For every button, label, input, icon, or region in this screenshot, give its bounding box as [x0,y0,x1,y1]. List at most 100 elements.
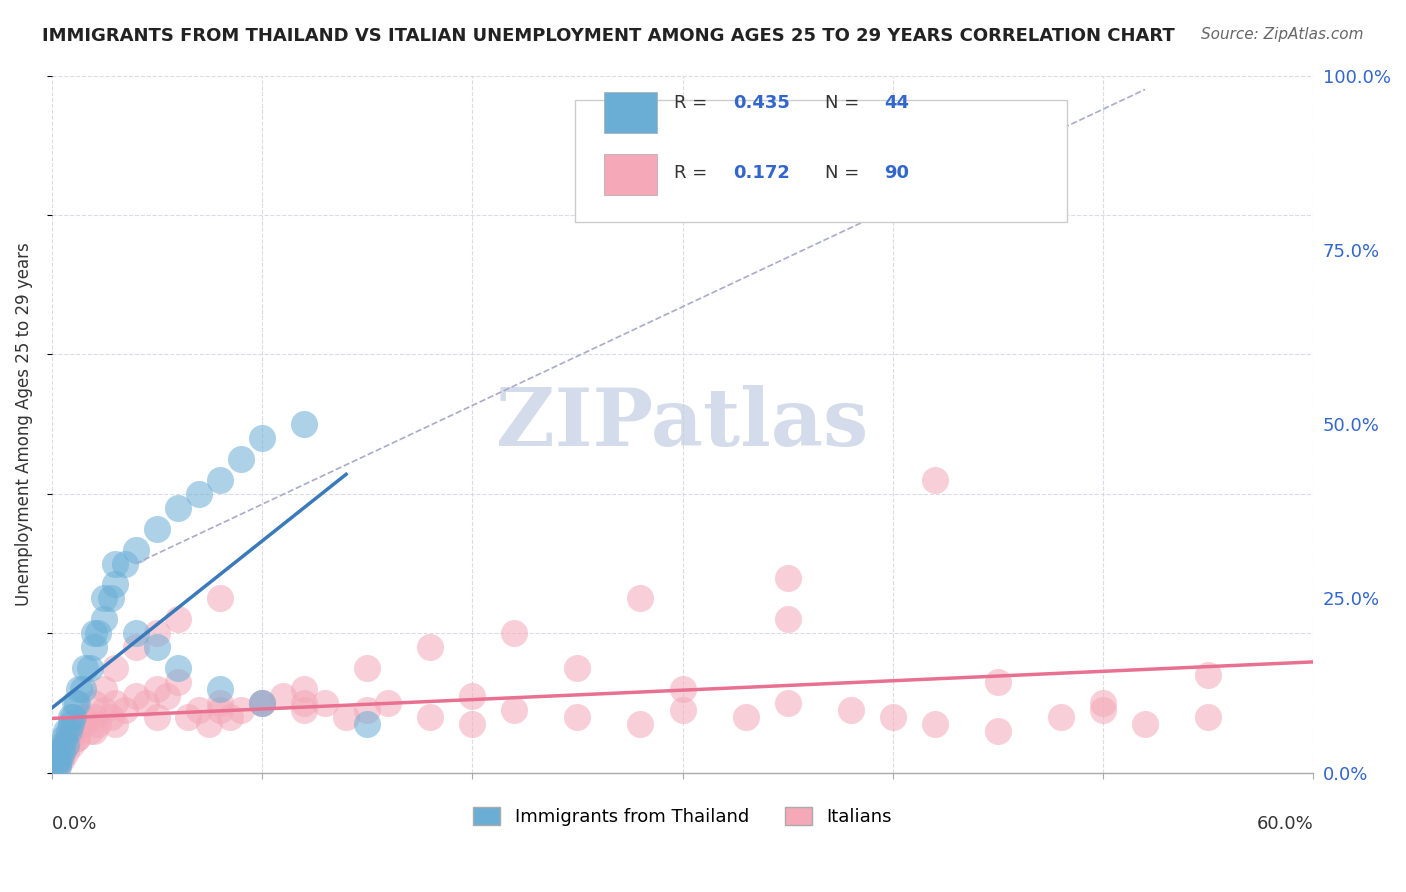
Point [83,696,105,710]
Point [59,710,82,724]
Point [93,682,115,697]
Point [250,696,273,710]
Point [125,640,148,655]
Point [62,723,84,738]
Point [187,703,209,717]
Point [46,745,69,759]
Point [882,710,904,724]
Point [292,682,315,697]
Legend: Immigrants from Thailand, Italians: Immigrants from Thailand, Italians [465,799,900,833]
Point [250,696,273,710]
Point [146,522,169,536]
Point [146,626,169,640]
Point [377,696,399,710]
Point [104,661,127,675]
Point [46,758,69,772]
Point [208,696,231,710]
Point [567,661,589,675]
Point [45,752,67,766]
Point [461,689,484,703]
Point [55,738,77,752]
Point [79,723,101,738]
Text: 90: 90 [884,164,910,182]
Point [114,703,136,717]
Point [208,591,231,606]
Point [58,731,80,745]
Point [503,626,526,640]
Point [72,717,94,731]
Point [51,752,73,766]
Point [1092,696,1115,710]
Text: IMMIGRANTS FROM THAILAND VS ITALIAN UNEMPLOYMENT AMONG AGES 25 TO 29 YEARS CORRE: IMMIGRANTS FROM THAILAND VS ITALIAN UNEM… [42,27,1175,45]
Text: 0.435: 0.435 [733,95,790,112]
Point [335,710,357,724]
Point [167,675,190,690]
Point [42,752,65,766]
FancyBboxPatch shape [605,154,657,195]
Text: Source: ZipAtlas.com: Source: ZipAtlas.com [1201,27,1364,42]
Point [42,758,65,772]
Point [55,723,77,738]
Point [167,500,190,515]
Point [62,710,84,724]
Point [62,723,84,738]
Point [292,417,315,431]
Point [72,710,94,724]
FancyBboxPatch shape [575,100,1067,222]
Point [51,738,73,752]
Point [55,738,77,752]
Point [1197,668,1219,682]
Y-axis label: Unemployment Among Ages 25 to 29 years: Unemployment Among Ages 25 to 29 years [15,243,32,606]
Point [292,703,315,717]
Point [461,717,484,731]
Point [356,703,378,717]
Point [100,710,122,724]
Point [198,717,221,731]
Point [229,703,252,717]
Point [46,758,69,772]
Point [46,752,69,766]
Point [93,591,115,606]
Point [53,731,76,745]
Point [356,661,378,675]
Text: R =: R = [673,164,713,182]
Point [208,473,231,487]
Text: N =: N = [825,95,865,112]
Point [271,689,294,703]
Point [83,723,105,738]
Point [208,682,231,697]
Point [55,745,77,759]
Point [671,682,693,697]
Point [208,703,231,717]
Point [83,626,105,640]
Point [734,710,756,724]
Point [104,696,127,710]
Text: 0.0%: 0.0% [52,814,97,832]
Point [100,591,122,606]
Point [67,682,90,697]
Point [250,696,273,710]
Point [49,745,72,759]
Point [59,738,82,752]
Point [229,452,252,467]
Point [104,717,127,731]
Point [776,696,799,710]
Point [567,710,589,724]
Point [58,731,80,745]
Point [53,738,76,752]
Point [49,752,72,766]
Point [83,710,105,724]
Point [58,723,80,738]
Point [79,661,101,675]
Point [114,557,136,571]
Point [146,682,169,697]
FancyBboxPatch shape [605,92,657,133]
Point [776,612,799,626]
Point [93,612,115,626]
Point [924,473,946,487]
Point [1092,703,1115,717]
Point [1133,717,1156,731]
Text: 44: 44 [884,95,910,112]
Point [630,717,652,731]
Point [503,703,526,717]
